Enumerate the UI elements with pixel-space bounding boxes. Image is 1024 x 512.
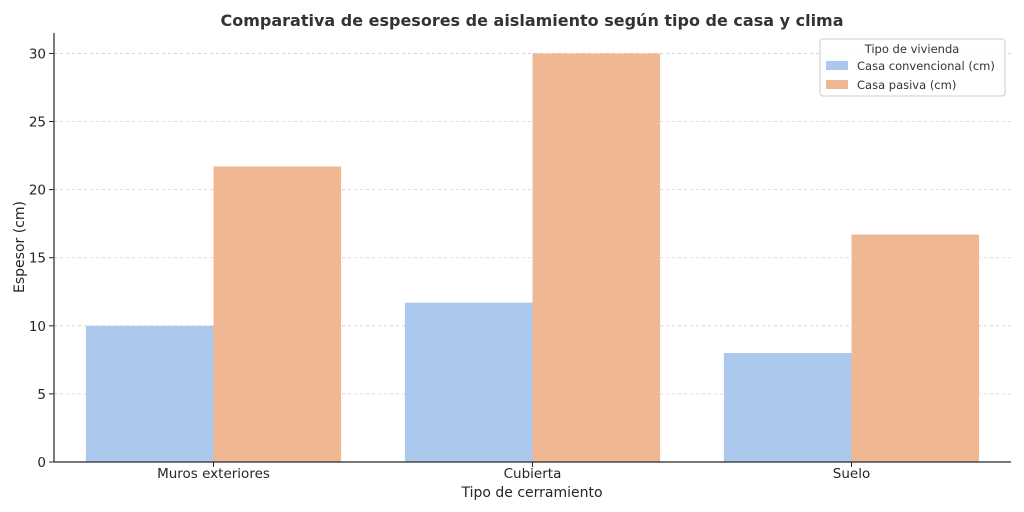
y-tick-label: 25 xyxy=(29,115,46,131)
x-axis-label: Tipo de cerramiento xyxy=(460,485,602,501)
legend: Tipo de vivienda Casa convencional (cm) … xyxy=(819,38,1006,97)
y-axis-label: Espesor (cm) xyxy=(12,201,28,293)
y-tick-label: 10 xyxy=(29,319,46,335)
bar-passive-2 xyxy=(851,234,980,462)
bar-conventional-1 xyxy=(404,302,533,462)
y-ticks: 0 5 10 15 20 25 30 xyxy=(29,46,54,471)
bar-conventional-0 xyxy=(85,325,214,462)
x-tick-label: Suelo xyxy=(833,466,870,482)
y-tick-label: 30 xyxy=(29,46,46,62)
y-tick-label: 0 xyxy=(37,455,46,471)
legend-swatch-passive xyxy=(826,80,848,89)
y-tick-label: 5 xyxy=(37,387,46,403)
legend-title: Tipo de vivienda xyxy=(864,42,960,56)
bar-conventional-2 xyxy=(723,353,852,462)
legend-label-passive: Casa pasiva (cm) xyxy=(857,78,956,92)
x-tick-label: Cubierta xyxy=(504,466,562,482)
bars xyxy=(85,53,980,463)
x-ticks: Muros exteriores Cubierta Suelo xyxy=(157,462,870,482)
bar-passive-0 xyxy=(213,166,342,462)
legend-label-conventional: Casa convencional (cm) xyxy=(857,59,995,73)
legend-frame xyxy=(819,38,1006,97)
bar-passive-1 xyxy=(532,53,661,463)
legend-swatch-conventional xyxy=(826,61,848,70)
chart-title: Comparativa de espesores de aislamiento … xyxy=(220,11,843,30)
x-tick-label: Muros exteriores xyxy=(157,466,270,482)
y-tick-label: 15 xyxy=(29,251,46,267)
y-tick-label: 20 xyxy=(29,183,46,199)
